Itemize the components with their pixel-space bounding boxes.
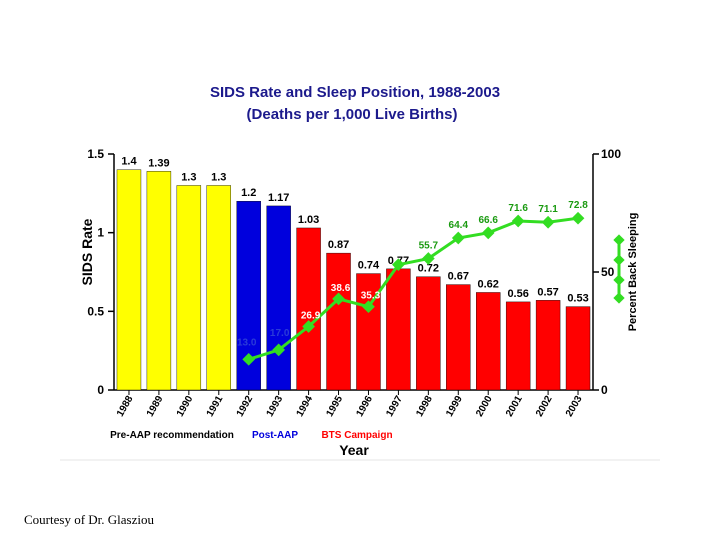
y2-axis-title: Percent Back Sleeping xyxy=(627,213,639,332)
point-1996 xyxy=(362,300,375,314)
point-label-2001: 71.6 xyxy=(508,203,528,214)
bar-label-1995: 0.87 xyxy=(328,239,349,251)
year-label-1996: 1996 xyxy=(354,394,375,419)
chart-title-line1: SIDS Rate and Sleep Position, 1988-2003 xyxy=(210,84,500,101)
bar-label-1992: 1.2 xyxy=(241,187,256,199)
bar-1990 xyxy=(176,185,202,391)
bar-label-1994: 1.03 xyxy=(298,214,319,226)
point-1999 xyxy=(451,231,465,245)
year-label-1990: 1990 xyxy=(175,394,196,419)
bar-label-1996: 0.74 xyxy=(358,260,380,272)
point-label-2000: 66.6 xyxy=(478,215,498,226)
bar-label-1998: 0.72 xyxy=(418,263,439,275)
point-label-1993: 17.0 xyxy=(270,328,290,339)
year-labels: 1988 1989 1990 1991 1992 1993 1994 1995 1996 1997… xyxy=(115,394,585,419)
y2-tick-label: 0 xyxy=(601,383,608,397)
point-label-2003: 72.8 xyxy=(568,200,588,211)
year-label-1991: 1991 xyxy=(205,394,226,419)
y2-tick-label: 50 xyxy=(601,265,615,279)
tick-labels: 0 0.5 1 1.5 0 50 100 xyxy=(87,147,621,397)
bar-1998 xyxy=(416,276,441,391)
y-tick-label: 1 xyxy=(97,226,104,240)
point-1992 xyxy=(242,352,256,366)
point-2000 xyxy=(481,226,495,240)
y-axis-title: SIDS Rate xyxy=(79,218,95,285)
bar-2001 xyxy=(505,301,531,391)
chart-title-line2: (Deaths per 1,000 Live Births) xyxy=(247,106,458,123)
year-label-1999: 1999 xyxy=(444,394,465,419)
point-1995 xyxy=(332,292,345,306)
year-label-2003: 2003 xyxy=(564,394,585,419)
point-2002 xyxy=(541,215,555,229)
bar-2002 xyxy=(535,300,561,391)
bar-1994 xyxy=(296,227,321,391)
y-tick-label: 0 xyxy=(97,383,104,397)
bar-1997 xyxy=(386,268,411,391)
year-label-1995: 1995 xyxy=(324,394,345,419)
bar-label-1989: 1.39 xyxy=(148,157,169,169)
y-tick-label: 1.5 xyxy=(87,147,104,161)
bar-label-2000: 0.62 xyxy=(478,278,499,290)
year-label-1989: 1989 xyxy=(145,394,166,419)
year-label-1994: 1994 xyxy=(295,394,316,419)
year-label-1988: 1988 xyxy=(115,394,136,419)
point-label-1998: 55.7 xyxy=(419,241,439,252)
point-label-1994: 26.9 xyxy=(301,311,321,322)
point-2001 xyxy=(511,214,525,228)
bar-1991 xyxy=(206,185,231,391)
bar-label-1990: 1.3 xyxy=(181,171,196,183)
point-1998 xyxy=(421,252,435,265)
legend-point xyxy=(613,234,625,246)
point-2003 xyxy=(571,211,585,225)
y2-tick-label: 100 xyxy=(601,147,621,161)
bars xyxy=(116,169,591,391)
point-label-1999: 64.4 xyxy=(449,220,469,231)
year-label-1993: 1993 xyxy=(265,394,286,419)
bar-1999 xyxy=(446,284,471,391)
y2-legend-marker xyxy=(613,234,625,304)
year-label-1992: 1992 xyxy=(235,394,256,419)
legend-point xyxy=(613,274,625,286)
point-label-1995: 38.6 xyxy=(331,283,351,294)
bar-label-2002: 0.57 xyxy=(537,286,558,298)
bar-1989 xyxy=(146,171,172,391)
bar-2000 xyxy=(476,292,501,391)
bar-label-1993: 1.17 xyxy=(268,192,289,204)
bar-label-1988: 1.4 xyxy=(121,156,137,168)
point-label-2002: 71.1 xyxy=(538,204,558,215)
point-label-1996: 35.3 xyxy=(361,291,381,302)
year-label-1997: 1997 xyxy=(384,394,405,419)
bar-label-1999: 0.67 xyxy=(448,271,469,283)
bar-label-1991: 1.3 xyxy=(211,171,226,183)
year-label-2002: 2002 xyxy=(534,394,555,419)
bar-1995 xyxy=(326,252,351,391)
bar-1993 xyxy=(266,205,291,391)
legend-point xyxy=(613,292,625,304)
credit-text: Courtesy of Dr. Glasziou xyxy=(24,512,154,527)
group-pre-aap: Pre-AAP recommendation xyxy=(110,430,234,441)
group-post-aap: Post-AAP xyxy=(252,430,298,441)
point-label-1997: 53.1 xyxy=(391,249,411,260)
year-label-2000: 2000 xyxy=(474,394,495,419)
bar-label-2003: 0.53 xyxy=(567,293,588,305)
year-label-1998: 1998 xyxy=(414,394,435,419)
point-1994 xyxy=(302,320,315,333)
x-axis-title: Year xyxy=(339,442,369,458)
y-tick-label: 0.5 xyxy=(87,304,104,318)
bar-1988 xyxy=(116,169,142,391)
bar-label-2001: 0.56 xyxy=(507,288,528,300)
group-bts: BTS Campaign xyxy=(321,430,392,441)
point-1997 xyxy=(392,258,405,272)
bar-2003 xyxy=(565,306,591,391)
point-label-1992: 13.0 xyxy=(237,337,257,348)
legend-point xyxy=(613,254,625,266)
year-label-2001: 2001 xyxy=(504,394,525,419)
point-1993 xyxy=(272,343,286,357)
